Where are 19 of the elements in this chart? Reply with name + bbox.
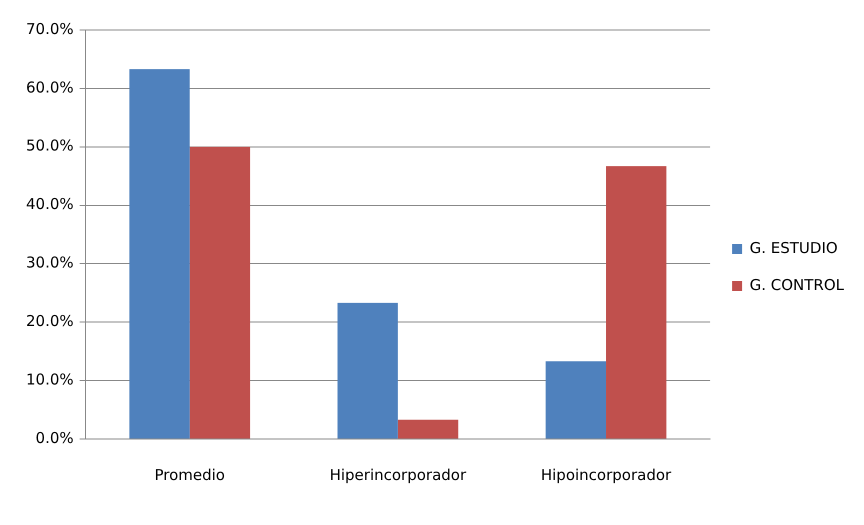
bar	[546, 361, 606, 438]
x-tick-label: Promedio	[154, 466, 225, 484]
legend-label: G. ESTUDIO	[750, 238, 838, 257]
x-tick-label: Hipoincorporador	[540, 466, 672, 484]
x-tick-label: Hiperincorporador	[330, 466, 467, 484]
y-tick-label: 70.0%	[26, 20, 74, 38]
y-tick-label: 0.0%	[36, 428, 74, 447]
y-tick-label: 10.0%	[26, 370, 74, 388]
y-tick-label: 60.0%	[26, 78, 74, 96]
y-tick-label: 40.0%	[26, 195, 74, 214]
bar	[398, 420, 458, 438]
bar	[338, 302, 398, 438]
y-tick-label: 20.0%	[26, 312, 74, 330]
bar	[190, 146, 250, 438]
bar	[129, 69, 190, 438]
y-tick-label: 50.0%	[26, 136, 74, 155]
legend-label: G. CONTROL	[750, 276, 845, 294]
y-tick-label: 30.0%	[26, 254, 74, 272]
bar	[606, 166, 666, 438]
